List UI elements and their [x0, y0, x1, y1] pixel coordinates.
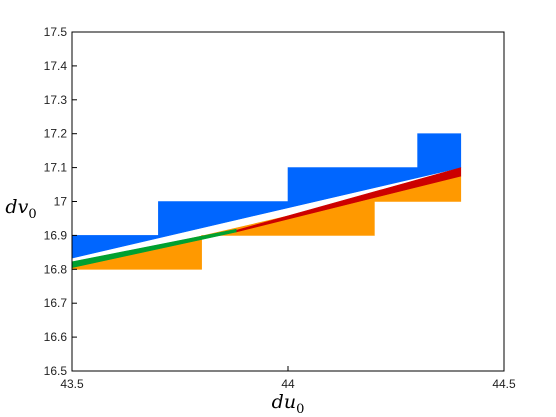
- y-axis-label: dv0: [5, 196, 36, 222]
- y-tick-label: 17: [54, 195, 68, 209]
- y-tick-label: 16.8: [44, 262, 68, 276]
- y-tick-label: 17.1: [44, 161, 68, 175]
- y-axis-label-base: dv: [5, 196, 28, 218]
- x-tick-label: 44.5: [492, 377, 516, 391]
- x-axis-label-base: du: [272, 391, 296, 413]
- y-tick-label: 16.5: [44, 364, 68, 378]
- y-tick-label: 17.3: [44, 93, 68, 107]
- x-tick-label: 43.5: [60, 377, 84, 391]
- x-axis-label: du0: [272, 391, 305, 417]
- x-ticks: 43.5 44 44.5: [60, 366, 516, 391]
- y-ticks: 16.5 16.6 16.7 16.8 16.9 17 17.1 17.2 17.3 17.4 17…: [44, 25, 77, 378]
- x-tick-label: 44: [281, 377, 295, 391]
- y-tick-label: 16.6: [44, 330, 68, 344]
- y-tick-label: 16.9: [44, 228, 68, 242]
- plot-area: [71, 133, 462, 270]
- y-axis-label-sub: 0: [28, 207, 36, 222]
- y-tick-label: 17.5: [44, 25, 68, 39]
- x-axis-label-sub: 0: [296, 402, 304, 417]
- y-tick-label: 17.4: [44, 59, 68, 73]
- y-tick-label: 16.7: [44, 296, 68, 310]
- y-tick-label: 17.2: [44, 127, 68, 141]
- region-0: [71, 133, 462, 259]
